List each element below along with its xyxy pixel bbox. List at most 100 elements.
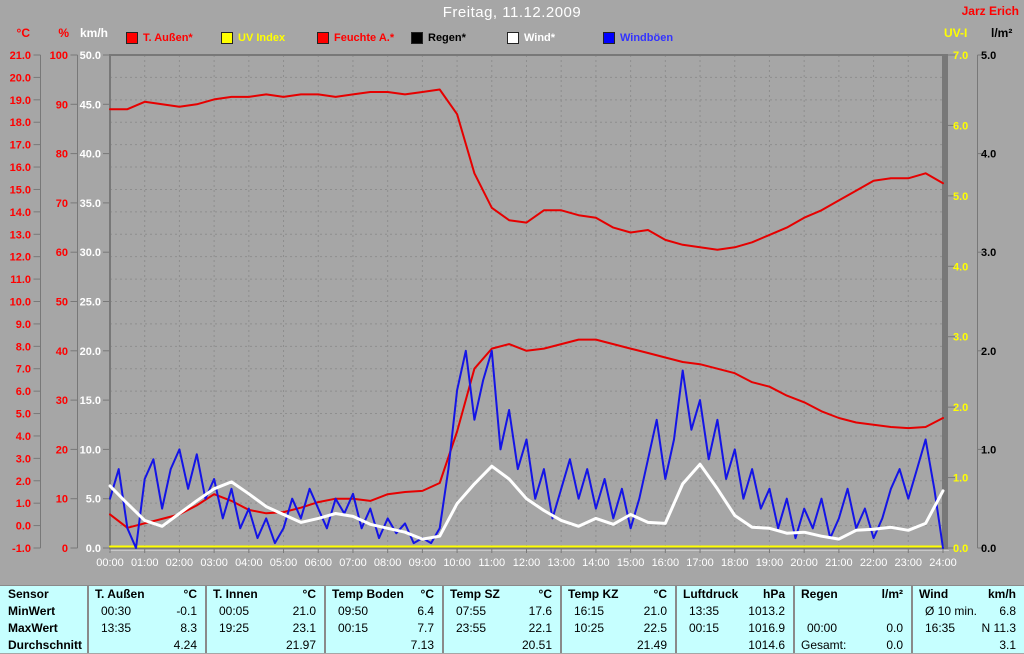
table-cell: 21.49: [562, 637, 675, 654]
cell-text-left: Temp Boden: [332, 587, 404, 601]
kmh-axis-label: 5.0: [86, 494, 101, 506]
cell-text-left: 13:35: [101, 621, 132, 635]
rain-axis-label: 4.0: [981, 149, 996, 161]
table-cell: 23:55 22.1: [444, 620, 560, 637]
table-column-wind: Wind km/h Ø 10 min. 6.8 16:35 N 11.3 3.1: [911, 586, 1024, 653]
legend-item-wind: Wind*: [507, 31, 555, 44]
cell-text-left: Sensor: [8, 587, 49, 601]
cell-text-left: Gesamt:: [801, 638, 847, 652]
cell-value: 3.1: [999, 638, 1016, 652]
table-cell: 00:00 0.0: [795, 620, 911, 637]
uv-axis-label: 0.0: [953, 543, 968, 555]
table-column-luftdruck: Luftdruck hPa 13:35 1013.2 00:15 1016.9 1014.6: [675, 586, 793, 653]
cell-text-left: [913, 637, 919, 654]
table-cell: 19:25 23.1: [207, 620, 324, 637]
cell-text-left: 16:35: [925, 621, 956, 635]
celsius-axis-label: 14.0: [10, 207, 31, 219]
celsius-axis-label: 8.0: [16, 341, 31, 353]
rain-axis-label: 0.0: [981, 543, 996, 555]
cell-value: km/h: [987, 587, 1016, 601]
x-axis-label: 11:00: [478, 557, 505, 569]
wind-curve: [108, 462, 945, 541]
table-cell: 7.13: [326, 637, 442, 654]
kmh-axis-label: 50.0: [80, 50, 101, 62]
table-cell: Temp KZ °C: [562, 586, 675, 603]
x-axis-label: 00:00: [96, 557, 124, 569]
table-cell: 20.51: [444, 637, 560, 654]
cell-text-left: 00:00: [807, 621, 838, 635]
x-axis-label: 16:00: [652, 557, 680, 569]
table-cell: Temp SZ °C: [444, 586, 560, 603]
x-axis-label: 12:00: [513, 557, 541, 569]
windb-en-curve: [109, 349, 944, 549]
cell-text-left: [562, 637, 568, 654]
kmh-axis-label: 15.0: [80, 395, 101, 407]
celsius-axis-label: 11.0: [10, 274, 31, 286]
cell-value: 6.4: [417, 604, 434, 618]
x-axis-label: 20:00: [790, 557, 818, 569]
percent-axis-label: 70: [56, 198, 68, 210]
table-cell: [795, 603, 911, 620]
x-axis-label: 17:00: [686, 557, 714, 569]
cell-value: 21.49: [636, 638, 667, 652]
weather-chart: 21.0 20.0 19.0 18.0 17.0 16.0 15.0 14.0 13.0 12.0…: [10, 50, 997, 569]
cell-text-left: MaxWert: [8, 621, 58, 635]
x-axis-label: 09:00: [409, 557, 437, 569]
uv-axis-label: 3.0: [953, 332, 968, 344]
celsius-axis-label: -1.0: [12, 543, 31, 555]
cell-value: 17.6: [528, 604, 552, 618]
kmh-axis-label: 10.0: [80, 444, 101, 456]
celsius-axis-label: 12.0: [10, 252, 31, 264]
legend-item-regen: Regen*: [411, 31, 466, 44]
percent-axis-label: 80: [56, 149, 68, 161]
table-cell: Sensor: [0, 586, 87, 603]
cell-text-left: Ø 10 min.: [925, 604, 978, 618]
percent-axis-label: 40: [56, 346, 68, 358]
cell-text-left: 00:30: [101, 604, 132, 618]
table-cell: Regen l/m²: [795, 586, 911, 603]
legend-item-feuchte-a: Feuchte A.*: [317, 31, 394, 44]
cell-value: 8.3: [180, 621, 197, 635]
cell-value: 23.1: [292, 621, 316, 635]
x-axis-label: 14:00: [582, 557, 610, 569]
celsius-axis-label: 17.0: [10, 140, 31, 152]
cell-text-left: 00:05: [219, 604, 250, 618]
celsius-axis-label: 16.0: [10, 162, 31, 174]
cell-text-left: Luftdruck: [683, 587, 739, 601]
axis-unit-kmh: km/h: [79, 26, 108, 40]
celsius-axis-label: 3.0: [16, 453, 31, 465]
table-row-label-column: Sensor MinWert MaxWert Durchschnitt: [0, 586, 87, 653]
cell-text-left: [444, 637, 450, 654]
cell-text-left: MinWert: [8, 604, 56, 618]
celsius-axis-label: 7.0: [16, 364, 31, 376]
table-cell: 13:35 1013.2: [677, 603, 793, 620]
uv-axis-label: 4.0: [953, 261, 968, 273]
cell-value: 0.0: [886, 638, 903, 652]
table-cell: 00:15 1016.9: [677, 620, 793, 637]
x-axis-label: 05:00: [270, 557, 298, 569]
percent-axis-label: 20: [56, 444, 68, 456]
table-column-t-au-en: T. Außen °C 00:30 -0.1 13:35 8.3 4.24: [87, 586, 205, 653]
percent-axis-label: 90: [56, 99, 68, 111]
x-axis-label: 06:00: [304, 557, 332, 569]
legend-swatch: [221, 31, 233, 44]
table-cell: Ø 10 min. 6.8: [913, 603, 1024, 620]
cell-text-left: [795, 603, 807, 620]
cell-value: 22.1: [528, 621, 552, 635]
legend-swatch: [507, 31, 519, 44]
kmh-axis-label: 25.0: [80, 297, 101, 309]
cell-text-left: 09:50: [338, 604, 369, 618]
table-cell: 16:15 21.0: [562, 603, 675, 620]
cell-text-left: [326, 637, 332, 654]
x-axis-label: 10:00: [443, 557, 471, 569]
table-column-regen: Regen l/m² 00:00 0.0 Gesamt: 0.0: [793, 586, 911, 653]
x-axis-label: 21:00: [825, 557, 853, 569]
legend-label: UV Index: [238, 31, 286, 44]
cell-value: °C: [538, 587, 552, 601]
table-cell: 4.24: [89, 637, 205, 654]
cell-value: hPa: [762, 587, 785, 601]
table-cell: 00:30 -0.1: [89, 603, 205, 620]
uv-axis-label: 7.0: [953, 50, 968, 62]
cell-value: N 11.3: [981, 621, 1016, 635]
cell-text-left: 19:25: [219, 621, 250, 635]
